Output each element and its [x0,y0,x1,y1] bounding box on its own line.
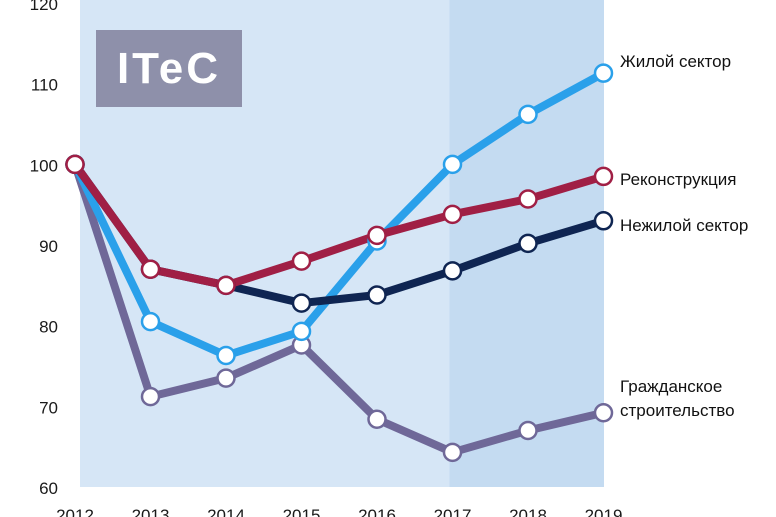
series-label: Реконструкция [620,170,736,189]
y-tick-label: 90 [39,237,58,256]
data-point [442,154,463,175]
data-point [216,368,236,388]
series-line [71,160,608,457]
series-label: Нежилой сектор [620,216,748,235]
data-point [140,386,161,407]
data-point [518,104,538,125]
series-line [71,69,608,360]
x-tick-label: 2012 [56,506,94,517]
data-point [518,233,538,254]
x-tick-label: 2016 [358,506,396,517]
x-axis-ticks: 2012 2013 2014 2015 2016 2017 2018 2019 [56,506,622,517]
data-point [291,321,312,342]
data-point [593,403,614,423]
series-points [65,63,614,463]
data-point [140,311,161,332]
data-point [65,154,85,175]
y-tick-label: 120 [30,0,58,14]
series-label: Гражданское [620,377,722,396]
x-tick-label: 2015 [283,506,321,517]
y-tick-label: 80 [39,318,58,337]
series-label-line2: строительство [620,401,735,420]
y-tick-label: 70 [39,398,58,417]
x-tick-label: 2013 [132,506,170,517]
data-point [442,442,463,463]
data-point [442,261,463,281]
data-point [593,166,614,187]
y-tick-label: 110 [31,76,58,95]
data-point [367,225,387,246]
logo-text: ITeC [117,44,221,93]
x-tick-label: 2018 [509,506,547,517]
series-label: Жилой сектор [620,52,731,71]
data-point [442,204,463,225]
x-tick-label: 2019 [585,506,623,517]
data-point [367,285,387,305]
data-point [291,251,312,271]
series-labels: Жилой сектор Реконструкция Нежилой сектор Г… [620,52,748,420]
data-point [216,275,236,296]
y-axis-ticks: 60 70 80 90 100 110 120 [30,0,58,498]
data-point [140,259,161,279]
logo-box [96,30,242,107]
data-point [593,63,614,83]
itec-logo: ITeC [96,30,242,107]
data-point [367,409,387,429]
series-lines [71,69,608,457]
data-point [291,293,312,313]
data-point [593,211,614,231]
y-tick-label: 60 [39,479,58,498]
data-point [518,420,538,441]
data-point [216,345,236,366]
y-tick-label: 100 [30,156,58,175]
data-point [518,189,538,209]
x-tick-label: 2017 [434,506,472,517]
x-tick-label: 2014 [207,506,245,517]
series-line [71,160,608,290]
